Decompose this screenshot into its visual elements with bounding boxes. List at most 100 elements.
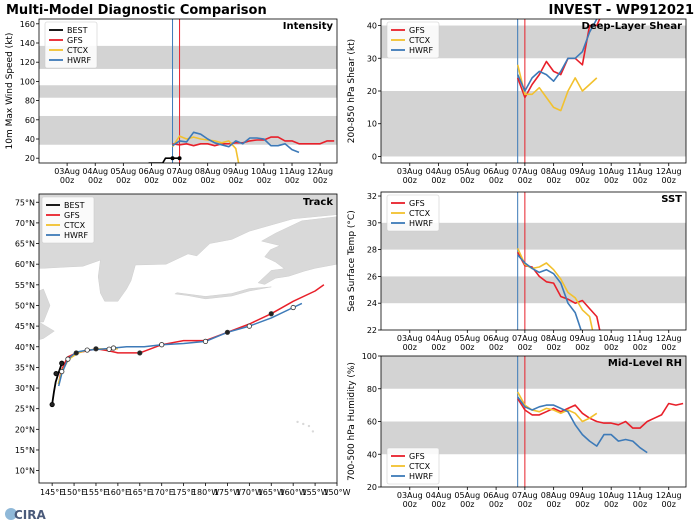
x-tick-date: 07Aug (167, 167, 193, 176)
land-sakhalin (39, 288, 51, 323)
lon-tick-label: 170°E (150, 488, 174, 497)
series-line-gfs (172, 136, 335, 147)
x-tick-hour: 00z (604, 343, 618, 352)
x-tick-hour: 00z (116, 176, 130, 185)
legend-label-gfs: GFS (409, 452, 425, 461)
x-tick-hour: 00z (403, 343, 417, 352)
legend-box (386, 194, 440, 232)
x-tick-hour: 00z (575, 500, 589, 509)
series-line-hwrf (517, 254, 582, 330)
lat-tick-label: 60°N (15, 260, 35, 269)
x-tick-date: 03Aug (397, 491, 423, 500)
y-tick-label: 80 (25, 97, 35, 106)
track-point-ctcx (106, 346, 112, 352)
x-tick-hour: 00z (546, 176, 560, 185)
track-point-ctcx (84, 347, 90, 353)
y-tick-label: 40 (367, 450, 377, 459)
lat-tick-label: 75°N (15, 198, 35, 207)
x-tick-hour: 00z (518, 176, 532, 185)
x-tick-date: 03Aug (54, 167, 80, 176)
x-tick-hour: 00z (662, 500, 676, 509)
y-axis-label: 700-500 hPa Humidity (%) (347, 362, 357, 481)
lat-tick-label: 30°N (15, 384, 35, 393)
x-tick-date: 07Aug (512, 167, 538, 176)
x-tick-hour: 00z (518, 343, 532, 352)
x-tick-label: 06Aug 00z (483, 334, 509, 352)
x-tick-label: 03Aug 00z (397, 167, 423, 185)
x-tick-label: 04Aug 00z (426, 491, 452, 509)
x-tick-label: 10Aug 00z (598, 334, 624, 352)
x-tick-date: 05Aug (454, 167, 480, 176)
y-tick-label: 28 (367, 246, 377, 255)
track-point-hwrf (65, 356, 71, 362)
lat-tick-label: 25°N (15, 405, 35, 414)
x-tick-label: 11Aug 00z (279, 167, 305, 185)
x-tick-hour: 00z (489, 343, 503, 352)
x-tick-hour: 00z (460, 343, 474, 352)
legend-label-hwrf: HWRF (67, 56, 91, 65)
lat-tick-label: 20°N (15, 425, 35, 434)
x-tick-date: 12Aug (656, 167, 682, 176)
x-tick-label: 12Aug 00z (656, 491, 682, 509)
lon-tick-label: 155°E (84, 488, 108, 497)
shaded-band (39, 85, 337, 98)
panel-title: Track (303, 197, 333, 208)
x-tick-date: 12Aug (307, 167, 333, 176)
track-point-best (49, 401, 55, 408)
x-tick-date: 04Aug (426, 334, 452, 343)
legend-label-ctcx: CTCX (64, 221, 86, 230)
x-tick-label: 12Aug 00z (656, 334, 682, 352)
track-point-best (53, 370, 59, 377)
y-tick-label: 40 (367, 22, 377, 31)
panel-title: Mid-Level RH (608, 358, 682, 369)
x-tick-date: 10Aug (598, 167, 624, 176)
x-tick-date: 06Aug (483, 334, 509, 343)
x-tick-label: 07Aug 00z (512, 167, 538, 185)
y-tick-label: 30 (367, 219, 377, 228)
legend-label-ctcx: CTCX (67, 46, 89, 55)
land-aleutians (174, 286, 272, 300)
legend-box (44, 21, 98, 69)
series-line-gfs (516, 251, 601, 330)
plot-content (381, 192, 686, 330)
x-tick-date: 09Aug (570, 334, 596, 343)
x-tick-hour: 00z (604, 176, 618, 185)
x-tick-label: 12Aug 00z (656, 167, 682, 185)
shaded-band (39, 45, 337, 69)
panel-title: SST (661, 194, 682, 205)
series-line-ctcx (171, 135, 240, 163)
x-tick-label: 06Aug 00z (483, 167, 509, 185)
lon-tick-label: 160°E (106, 488, 130, 497)
series-line-hwrf (172, 131, 300, 154)
x-tick-date: 12Aug (656, 334, 682, 343)
x-tick-date: 08Aug (195, 167, 221, 176)
legend-box (41, 196, 95, 244)
panel-title: Deep-Layer Shear (582, 21, 683, 32)
x-tick-hour: 00z (88, 176, 102, 185)
lon-tick-label: 175°W (214, 488, 241, 497)
x-tick-hour: 00z (144, 176, 158, 185)
legend-label-hwrf: HWRF (409, 472, 433, 481)
x-tick-date: 11Aug (627, 491, 653, 500)
best-point (177, 156, 182, 161)
y-tick-label: 140 (20, 39, 35, 48)
plot-content (381, 19, 686, 163)
x-tick-hour: 00z (431, 343, 445, 352)
x-tick-date: 06Aug (483, 491, 509, 500)
series-line-hwrf (517, 396, 648, 454)
x-tick-label: 06Aug 00z (483, 491, 509, 509)
x-tick-hour: 00z (575, 176, 589, 185)
lon-tick-label: 145°E (40, 488, 64, 497)
x-tick-hour: 00z (489, 176, 503, 185)
x-tick-hour: 00z (633, 500, 647, 509)
figure-title-right: INVEST - WP912021 (549, 3, 694, 18)
track-point-hwrf (290, 304, 296, 311)
lon-tick-label: 150°E (62, 488, 86, 497)
track-point-gfs (224, 329, 231, 335)
land-alaska (257, 216, 337, 285)
x-tick-label: 08Aug 00z (541, 167, 567, 185)
